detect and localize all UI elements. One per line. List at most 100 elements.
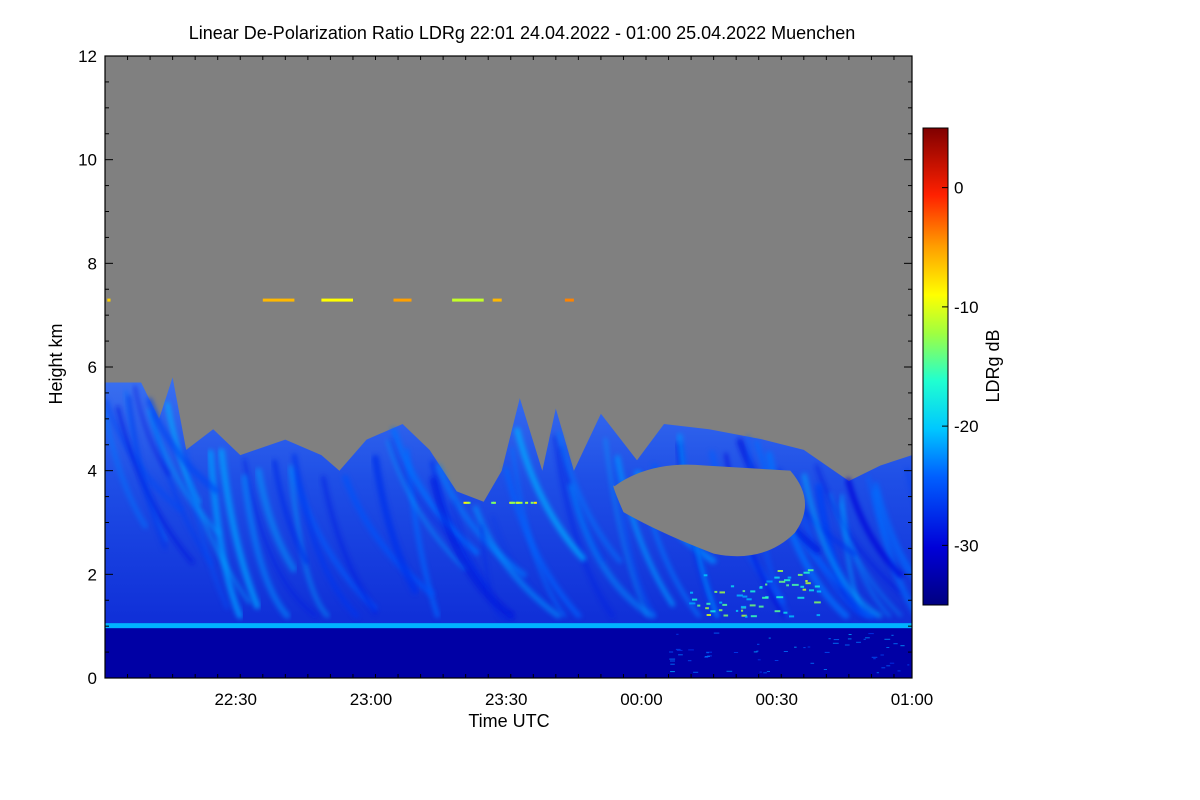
- fall-streak: [389, 438, 460, 545]
- x-axis-label: Time UTC: [468, 711, 549, 731]
- x-tick-label: 22:30: [214, 690, 257, 709]
- colorbar-tick-label: -30: [954, 536, 979, 555]
- speckle-cell: [783, 651, 788, 652]
- fall-streak: [320, 475, 378, 615]
- speckle-cell: [832, 642, 839, 644]
- speckle-cell: [688, 649, 694, 651]
- hotspot-cell: [705, 607, 709, 610]
- fall-streak: [184, 448, 229, 609]
- colorbar-tick-label: -10: [954, 298, 979, 317]
- fall-streak: [243, 458, 318, 618]
- hotspot-cell: [766, 580, 773, 583]
- hotspot-cell: [746, 598, 752, 601]
- fall-streak: [801, 473, 883, 619]
- hotspot-cell: [814, 585, 820, 588]
- hotspot-cell: [719, 601, 723, 604]
- speckle-cell: [884, 638, 891, 640]
- hotspot-cell: [740, 605, 747, 608]
- speckle-cell: [706, 652, 709, 654]
- fall-streak: [480, 524, 514, 621]
- depolarization-hotspots: [463, 501, 910, 674]
- plot-area: [105, 56, 912, 678]
- colorbar-tick-label: 0: [954, 179, 963, 198]
- aerosol-segment: [321, 298, 353, 302]
- hotspot-cell: [745, 615, 748, 618]
- speck-cell: [512, 501, 516, 504]
- speckle-cell: [687, 660, 692, 662]
- hotspot-cell: [786, 584, 789, 587]
- speck-cell: [492, 501, 496, 504]
- speck-cell: [467, 501, 471, 504]
- hotspot-cell: [750, 615, 757, 618]
- aerosol-segment: [107, 298, 111, 302]
- hotspot-cell: [690, 591, 694, 594]
- fall-streak: [207, 449, 244, 619]
- hotspot-cell: [758, 605, 764, 608]
- hotspot-cell: [802, 588, 807, 591]
- speckle-cell: [670, 660, 675, 662]
- speckle-cell: [871, 656, 878, 658]
- speckle-cell: [868, 633, 874, 635]
- y-tick-label: 0: [88, 669, 97, 688]
- speckle-cell: [766, 671, 770, 672]
- hotspot-cell: [703, 574, 708, 577]
- speckle-cell: [763, 672, 767, 674]
- hotspot-cell: [805, 580, 808, 582]
- hotspot-cell: [741, 614, 747, 617]
- speckle-cell: [828, 638, 831, 640]
- fall-streak: [371, 454, 419, 595]
- speckle-cell: [833, 639, 840, 641]
- hotspot-cell: [735, 609, 739, 612]
- speckle-cell: [693, 671, 699, 673]
- speckle-cell: [803, 647, 806, 649]
- hotspot-cell: [784, 579, 791, 582]
- clear-pocket: [613, 464, 806, 557]
- hotspot-cell: [787, 576, 792, 579]
- fall-streak: [556, 431, 623, 564]
- hotspot-cell: [730, 585, 735, 588]
- speckle-cell: [669, 651, 674, 653]
- hotspot-cell: [814, 601, 821, 604]
- speckle-cell: [753, 651, 758, 653]
- boundary-layer-line: [105, 623, 912, 629]
- speckle-cell: [768, 637, 771, 639]
- speckle-cell: [865, 637, 870, 639]
- fall-streak: [503, 466, 582, 619]
- hotspot-cell: [797, 596, 805, 599]
- fall-streak: [845, 477, 904, 579]
- speck-cell: [519, 501, 523, 504]
- hotspot-cell: [783, 611, 788, 614]
- fall-streak: [147, 408, 221, 536]
- fall-streak: [472, 505, 561, 619]
- hotspot-cell: [719, 591, 725, 594]
- fall-streak: [604, 437, 649, 617]
- fall-streak: [288, 464, 330, 619]
- aerosol-segment: [492, 298, 502, 302]
- y-tick-label: 8: [88, 254, 97, 273]
- speckle-cell: [756, 650, 759, 652]
- speckle-cell: [675, 648, 681, 650]
- hotspot-cell: [765, 583, 768, 586]
- speckle-cell: [847, 638, 852, 640]
- speckle-cell: [891, 634, 894, 636]
- speckle-cell: [676, 633, 679, 635]
- fall-streak: [435, 463, 527, 578]
- speckle-cell: [856, 641, 861, 643]
- speckle-cell: [713, 632, 720, 634]
- fall-streak: [568, 483, 656, 619]
- fall-streak: [342, 474, 435, 597]
- hotspot-cell: [742, 595, 748, 598]
- speck-cell: [491, 501, 495, 504]
- aerosol-segment: [262, 298, 295, 302]
- speckle-cell: [886, 665, 891, 667]
- colorbar-ticks: 0 -10 -20 -30: [942, 179, 979, 555]
- hotspot-cell: [718, 609, 723, 612]
- hotspot-cell: [706, 614, 711, 616]
- hotspot-cell: [816, 614, 821, 617]
- fall-streak: [615, 455, 675, 607]
- fall-streak: [291, 453, 360, 619]
- hotspot-cell: [759, 586, 763, 589]
- speckle-cell: [670, 663, 675, 665]
- fall-streak: [146, 397, 220, 494]
